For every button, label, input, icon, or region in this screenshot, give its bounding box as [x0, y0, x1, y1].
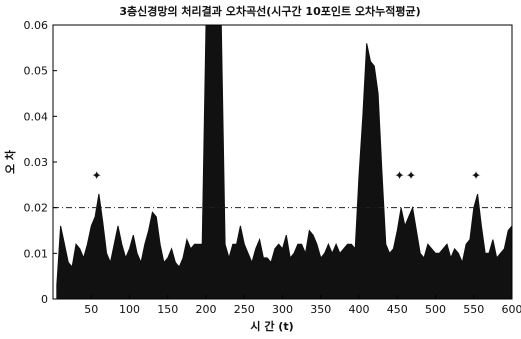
marker-star: ✦	[92, 169, 102, 183]
x-tick-label: 150	[157, 303, 178, 316]
y-axis-ticks: 0 0.01 0.02 0.03 0.04 0.05 0.06	[24, 19, 58, 306]
x-axis-label: 시 간 (t)	[250, 319, 293, 333]
marker-star: ✦	[395, 169, 405, 183]
x-tick-label: 300	[272, 303, 293, 316]
y-tick-label: 0	[41, 293, 48, 306]
plot-area: ✦✦✦✦	[53, 25, 512, 299]
y-axis-label: 오 차	[3, 149, 17, 174]
x-tick-label: 550	[463, 303, 484, 316]
y-tick-label: 0.02	[24, 202, 49, 215]
x-tick-label: 350	[310, 303, 331, 316]
y-tick-label: 0.01	[24, 247, 49, 260]
x-tick-label: 100	[119, 303, 140, 316]
x-tick-label: 250	[234, 303, 255, 316]
x-tick-label: 500	[425, 303, 446, 316]
chart-title: 3층신경망의 처리결과 오차곡선(시구간 10포인트 오차누적평균)	[119, 4, 420, 18]
y-tick-label: 0.06	[24, 19, 49, 32]
marker-star: ✦	[406, 169, 416, 183]
y-tick-label: 0.04	[24, 110, 49, 123]
x-tick-label: 50	[84, 303, 98, 316]
y-tick-label: 0.03	[24, 156, 49, 169]
error-area	[57, 25, 512, 299]
x-tick-label: 400	[349, 303, 370, 316]
x-tick-label: 200	[196, 303, 217, 316]
marker-star: ✦	[471, 169, 481, 183]
y-tick-label: 0.05	[24, 65, 49, 78]
x-tick-label: 600	[502, 303, 521, 316]
x-tick-label: 450	[387, 303, 408, 316]
